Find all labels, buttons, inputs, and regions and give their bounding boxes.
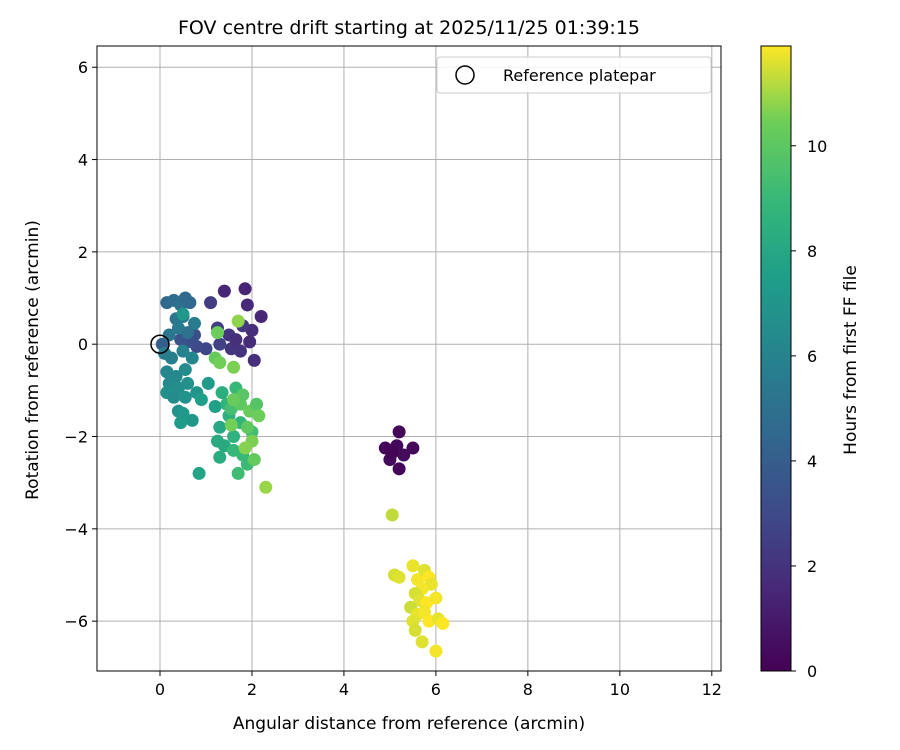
scatter-point (227, 430, 241, 444)
scatter-point (181, 326, 195, 340)
x-tick-label: 2 (247, 680, 257, 699)
colorbar-tick-label: 0 (807, 662, 817, 681)
scatter-point (217, 284, 231, 298)
scatter-point (213, 420, 227, 434)
scatter-point (238, 282, 252, 296)
scatter-point (397, 448, 411, 462)
colorbar-ticks: 0 2 4 6 8 10 (791, 137, 827, 681)
reference-platepar-marker (150, 334, 170, 354)
scatter-point (227, 393, 241, 407)
x-tick-label: 6 (431, 680, 441, 699)
legend: Reference platepar (436, 56, 712, 94)
y-axis-ticks: −6 −4 −2 0 2 4 6 (64, 58, 97, 631)
scatter-point (385, 508, 399, 522)
scatter-point (192, 466, 206, 480)
colorbar-tick-label: 2 (807, 557, 817, 576)
scatter-point (194, 393, 208, 407)
scatter-point (392, 425, 406, 439)
y-tick-label: 4 (78, 151, 88, 170)
scatter-point (259, 480, 273, 494)
colorbar-label: Hours from first FF file (841, 265, 861, 455)
scatter-point (408, 623, 422, 637)
legend-box (436, 56, 712, 94)
y-tick-label: 2 (78, 243, 88, 262)
x-tick-label: 12 (702, 680, 722, 699)
scatter-point (185, 351, 199, 365)
scatter-point (229, 333, 243, 347)
data-points (155, 282, 450, 658)
y-tick-label: −2 (64, 428, 88, 447)
scatter-point (176, 307, 190, 321)
scatter-point (187, 316, 201, 330)
y-tick-label: −6 (64, 612, 88, 631)
colorbar-tick-label: 10 (807, 137, 827, 156)
scatter-point (213, 337, 227, 351)
scatter-point (210, 326, 224, 340)
scatter-point (392, 570, 406, 584)
scatter-point (250, 397, 264, 411)
scatter-point (254, 309, 268, 323)
x-tick-label: 8 (523, 680, 533, 699)
scatter-point (227, 360, 241, 374)
x-tick-label: 0 (155, 680, 165, 699)
scatter-point (429, 591, 443, 605)
scatter-point (174, 416, 188, 430)
scatter-point (167, 390, 181, 404)
scatter-point (392, 462, 406, 476)
scatter-point (406, 441, 420, 455)
scatter-point (240, 420, 254, 434)
scatter-point (183, 296, 197, 310)
scatter-point (213, 356, 227, 370)
legend-marker (455, 65, 475, 85)
scatter-point (178, 363, 192, 377)
scatter-point (247, 453, 261, 467)
scatter-point (164, 351, 178, 365)
scatter-point (238, 441, 252, 455)
scatter-point (224, 418, 238, 432)
scatter-point (231, 314, 245, 328)
y-axis-label: Rotation from reference (arcmin) (23, 220, 43, 500)
scatter-point (243, 335, 257, 349)
legend-label: Reference platepar (503, 66, 656, 85)
scatter-point (231, 466, 245, 480)
scatter-point (240, 298, 254, 312)
scatter-point (247, 353, 261, 367)
scatter-point (201, 376, 215, 390)
scatter-point (185, 413, 199, 427)
x-axis-label: Angular distance from reference (arcmin) (233, 714, 585, 734)
scatter-point (429, 644, 443, 658)
scatter-point (213, 450, 227, 464)
x-axis-ticks: 0 2 4 6 8 10 12 (155, 671, 722, 699)
colorbar-tick-label: 6 (807, 347, 817, 366)
scatter-point (215, 386, 229, 400)
colorbar-gradient (760, 45, 792, 672)
y-tick-label: 0 (78, 335, 88, 354)
y-tick-label: −4 (64, 520, 88, 539)
scatter-point (415, 635, 429, 649)
colorbar: 0 2 4 6 8 10 Hours from first FF file (760, 45, 861, 681)
x-tick-label: 4 (339, 680, 349, 699)
chart-title: FOV centre drift starting at 2025/11/25 … (178, 17, 640, 39)
colorbar-tick-label: 4 (807, 452, 817, 471)
scatter-point (406, 559, 420, 573)
y-tick-label: 6 (78, 58, 88, 77)
scatter-point (176, 344, 190, 358)
scatter-point (436, 616, 450, 630)
scatter-point (208, 400, 222, 414)
colorbar-tick-label: 8 (807, 242, 817, 261)
scatter-point (385, 446, 399, 460)
scatter-point (181, 376, 195, 390)
x-tick-label: 10 (610, 680, 630, 699)
scatter-point (252, 409, 266, 423)
plot-area-frame (96, 45, 722, 672)
scatter-point (178, 390, 192, 404)
scatter-point (204, 296, 218, 310)
